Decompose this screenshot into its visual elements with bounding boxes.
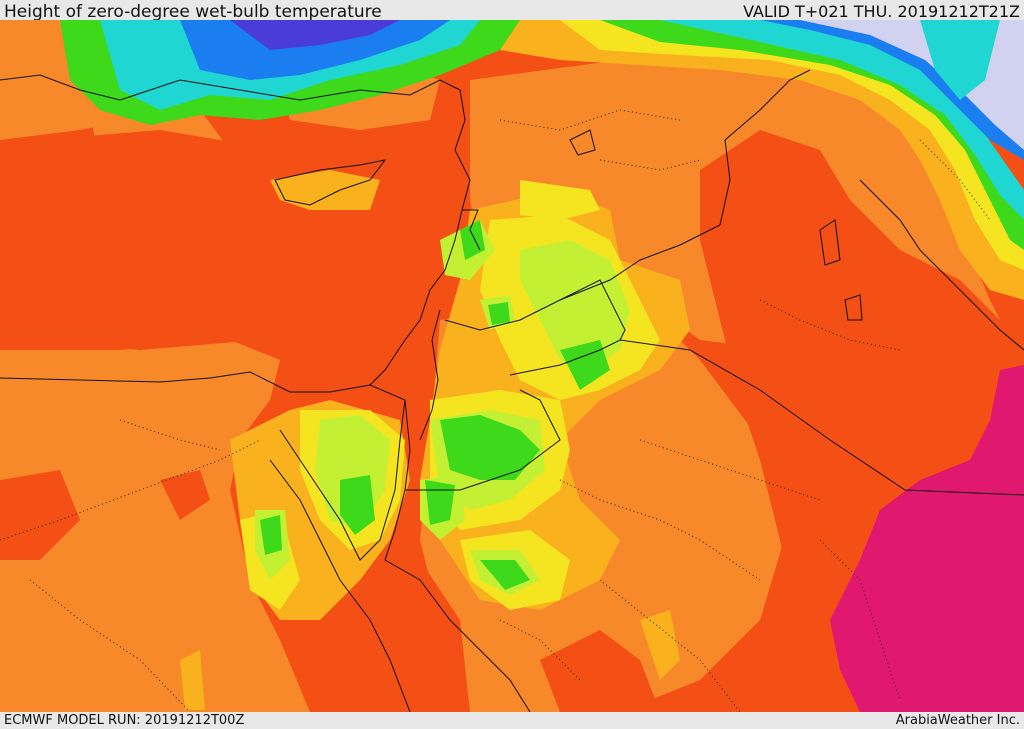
admin-boundaries <box>0 109 991 712</box>
map-title: Height of zero-degree wet-bulb temperatu… <box>4 2 382 22</box>
green-zones <box>260 220 610 590</box>
weather-map[interactable] <box>0 20 1024 712</box>
model-run-label: ECMWF MODEL RUN: 20191212T00Z <box>4 713 245 728</box>
credit-label: ArabiaWeather Inc. <box>895 713 1020 728</box>
header-bar: Height of zero-degree wet-bulb temperatu… <box>0 0 1024 22</box>
map-canvas <box>0 20 1024 712</box>
deep-orange-patches <box>0 130 1024 712</box>
borders <box>0 69 1024 712</box>
north-cold-band <box>60 20 1024 300</box>
valid-time-label: VALID T+021 THU. 20191212T21Z <box>743 2 1020 21</box>
footer-bar: ECMWF MODEL RUN: 20191212T00Z ArabiaWeat… <box>0 712 1024 729</box>
magenta-zone <box>830 365 1024 712</box>
